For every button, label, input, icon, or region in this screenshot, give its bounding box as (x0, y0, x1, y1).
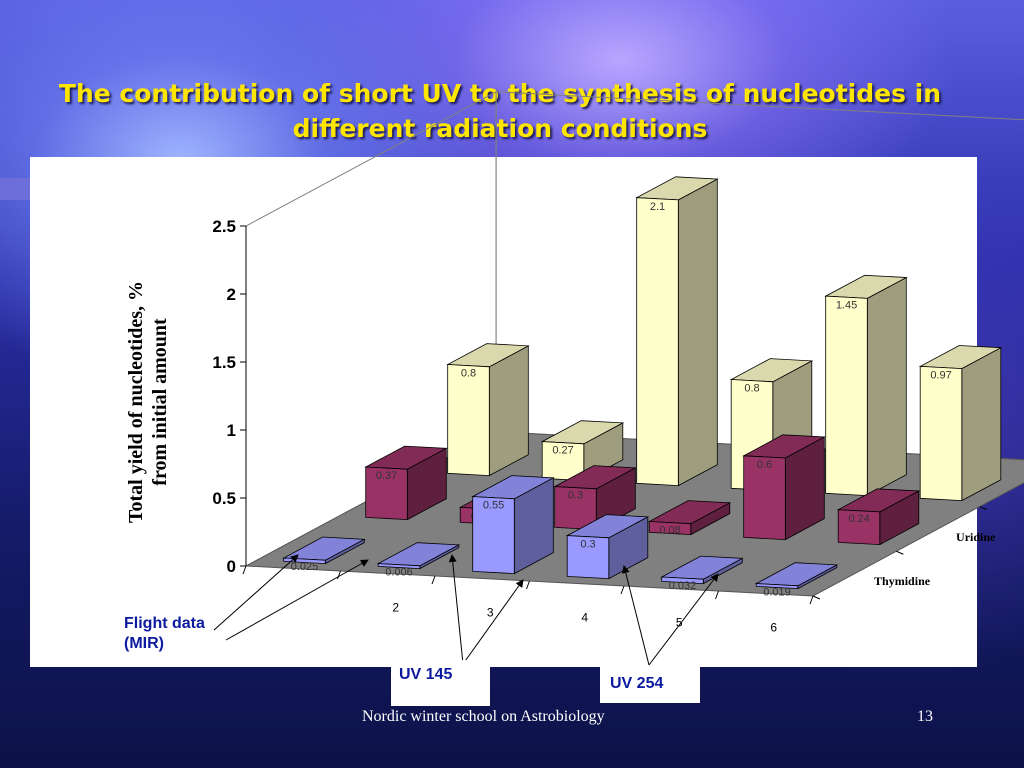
x-tick-mark (431, 575, 436, 585)
title-line-1: The contribution of short UV to the synt… (58, 79, 942, 108)
data-label: 0.025 (291, 561, 319, 573)
bar-adenosine: 2.1 (635, 176, 719, 487)
z-tick-mark (812, 595, 821, 600)
slide-title: The contribution of short UV to the synt… (30, 76, 970, 146)
bar-front (743, 455, 786, 541)
data-label: 0.8 (461, 368, 476, 380)
y-axis-title-line-1: Total yield of nucleotides, % (125, 280, 147, 524)
y-tick-label: 2 (227, 285, 236, 304)
bar-front (648, 521, 692, 536)
data-label: 0.032 (669, 580, 697, 592)
bar-front (825, 295, 868, 497)
bar-front (636, 197, 679, 487)
x-tick-mark (715, 590, 719, 600)
bar-front (919, 365, 963, 502)
bar-thymidine: 0.3 (565, 514, 650, 580)
x-tick-mark (620, 585, 625, 595)
data-label: 0.3 (580, 539, 595, 551)
data-label: 0.24 (848, 513, 869, 525)
x-tick-mark (526, 580, 530, 590)
callout-arrow (213, 554, 299, 631)
x-tick-mark (809, 595, 814, 605)
data-label: 0.37 (376, 470, 397, 482)
z-tick-mark (896, 550, 904, 555)
data-label: 0.006 (385, 567, 413, 579)
bar-side (677, 178, 718, 487)
x-category-label: 4 (581, 611, 588, 625)
x-tick-mark (337, 570, 341, 580)
data-label: 0.27 (552, 445, 573, 457)
bar-front (566, 535, 610, 580)
data-label: 0.6 (757, 459, 772, 471)
title-line-2: different radiation conditions (292, 114, 708, 143)
series-axis-label: Uridine (956, 530, 996, 544)
bar-front (365, 466, 408, 521)
bar-adenosine: 0.97 (918, 345, 1003, 502)
bar-front (755, 583, 799, 590)
callout-uv254: UV 254 (600, 667, 700, 703)
x-tick-mark (242, 565, 247, 575)
bar-side (866, 276, 907, 497)
bar-side (961, 347, 1002, 502)
callout-arrow (225, 559, 369, 641)
y-tick-label: 0.5 (212, 489, 236, 508)
y-axis-title-line-2: from initial amount (149, 318, 171, 486)
y-tick-label: 1.5 (212, 353, 236, 372)
data-label: 0.08 (659, 525, 680, 537)
y-tick-label: 0 (227, 557, 236, 576)
series-axis-label: Thymidine (874, 574, 931, 588)
page-number: 13 (917, 708, 933, 725)
data-label: 2.1 (650, 201, 665, 213)
bar-front (447, 364, 490, 477)
bar-uridine: 0.24 (836, 488, 921, 546)
x-category-label: 5 (676, 616, 683, 630)
data-label: 0.019 (763, 587, 791, 599)
data-label: 0.8 (744, 383, 759, 395)
accent-bar (0, 178, 30, 200)
data-label: 1.45 (836, 299, 857, 311)
data-label: 0.55 (483, 500, 504, 512)
bar-adenosine: 0.27 (540, 420, 625, 482)
bar-side (488, 345, 529, 477)
callout-arrow (621, 565, 650, 666)
callout-arrow (448, 554, 464, 665)
x-category-label: 6 (770, 621, 777, 635)
callout-flight-line-1: Flight data (124, 615, 205, 632)
data-label: 0.3 (568, 490, 583, 502)
bar-uridine: 0.37 (364, 445, 448, 521)
x-category-label: 3 (487, 606, 494, 620)
data-label: 0.97 (930, 370, 951, 382)
bar-thymidine: 0.025 (282, 536, 366, 573)
callout-arrow (648, 573, 719, 666)
y-axis-title: Total yield of nucleotides, % from initi… (124, 222, 172, 582)
y-tick-label: 1 (227, 421, 236, 440)
bar-front (661, 576, 704, 585)
callout-flight-data: Flight data (MIR) (118, 612, 254, 668)
bar-thymidine: 0.032 (660, 555, 744, 592)
callout-uv145: UV 145 (391, 660, 490, 706)
bar-uridine: 0.6 (742, 434, 826, 541)
bar-front (377, 563, 421, 570)
callout-flight-line-2: (MIR) (124, 635, 164, 652)
callout-arrow (462, 579, 524, 665)
y-tick-label: 2.5 (212, 217, 236, 236)
bar-adenosine: 1.45 (824, 274, 908, 497)
x-category-label: 2 (392, 601, 399, 615)
bar-thymidine: 0.006 (376, 542, 461, 579)
bar-thymidine: 0.55 (471, 475, 555, 575)
bar-front (837, 509, 881, 546)
bar-thymidine: 0.019 (754, 562, 839, 599)
bar-front (472, 496, 515, 575)
bar-adenosine: 0.8 (446, 343, 530, 477)
bar-uridine: 0.08 (647, 500, 732, 537)
footer-text: Nordic winter school on Astrobiology (362, 708, 605, 725)
z-tick-mark (979, 506, 987, 510)
